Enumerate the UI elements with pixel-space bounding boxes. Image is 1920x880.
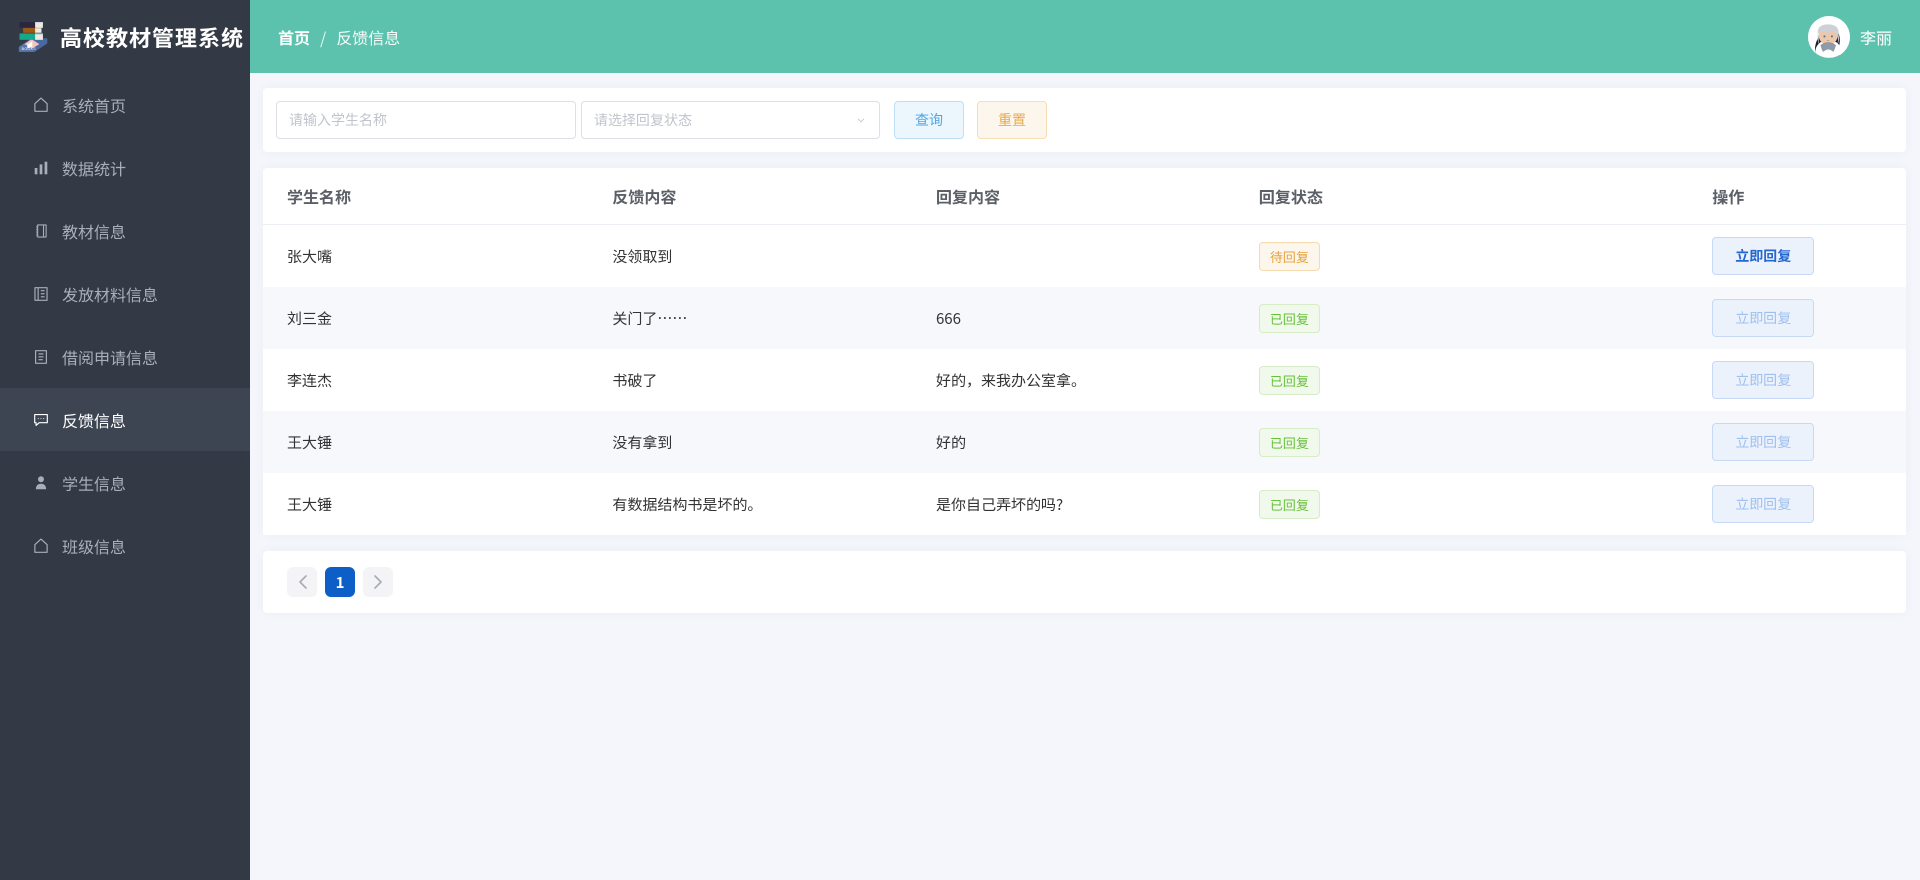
svg-text:BOOKS: BOOKS (22, 46, 37, 50)
